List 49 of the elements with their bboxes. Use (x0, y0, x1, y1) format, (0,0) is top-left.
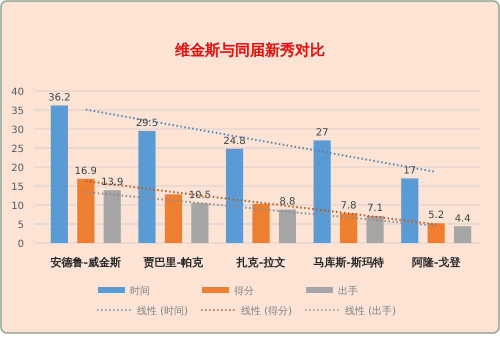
data-label: 5.2 (428, 210, 444, 222)
data-label: 17 (403, 165, 416, 176)
x-tick-label: 贾巴里-帕克 (142, 256, 204, 269)
data-label: 13.9 (101, 177, 124, 188)
bar (314, 140, 331, 243)
y-tick-label: 30 (11, 125, 24, 136)
bar (191, 203, 208, 243)
y-tick-label: 25 (11, 144, 24, 155)
legend-label: 线性 (时间) (137, 305, 188, 317)
data-label: 27 (316, 127, 329, 138)
data-label: 29.5 (136, 118, 158, 129)
x-tick-label: 安德鲁-威金斯 (50, 256, 122, 269)
bar (104, 190, 121, 243)
bar (138, 130, 156, 243)
bar (164, 194, 182, 243)
data-label: 36.2 (48, 92, 70, 104)
bar (226, 148, 244, 243)
data-label: 7.8 (340, 200, 357, 212)
bar (340, 213, 358, 243)
legend-label: 出手 (338, 285, 358, 297)
chart-title: 维金斯与同届新秀对比 (174, 41, 325, 59)
bar (77, 178, 94, 243)
x-tick-label: 马库斯-斯玛特 (313, 256, 384, 269)
legend-label: 线性 (出手) (345, 305, 396, 317)
y-tick-label: 5 (18, 220, 24, 231)
data-label: 8.8 (279, 196, 296, 208)
bar (366, 216, 384, 243)
legend-label: 线性 (得分) (241, 305, 292, 317)
bar (454, 226, 472, 243)
data-label: 7.1 (367, 203, 383, 214)
bar (278, 210, 296, 243)
data-label: 10.5 (188, 190, 211, 202)
y-tick-label: 0 (18, 239, 24, 250)
y-tick-label: 10 (11, 201, 24, 212)
data-label: 24.8 (223, 136, 246, 147)
x-tick-label: 阿隆-戈登 (412, 256, 462, 269)
y-tick-label: 20 (11, 163, 24, 174)
y-tick-label: 35 (11, 106, 24, 117)
x-tick-label: 扎克-拉文 (236, 256, 286, 269)
data-label: 16.9 (74, 166, 97, 177)
y-tick-label: 40 (11, 87, 24, 98)
legend-label: 得分 (234, 285, 254, 297)
bar (401, 178, 418, 243)
data-label: 4.4 (454, 213, 471, 224)
legend-label: 时间 (130, 285, 150, 297)
bar (50, 105, 68, 243)
bar (252, 204, 270, 243)
bar (428, 223, 445, 243)
y-tick-label: 15 (11, 182, 24, 193)
